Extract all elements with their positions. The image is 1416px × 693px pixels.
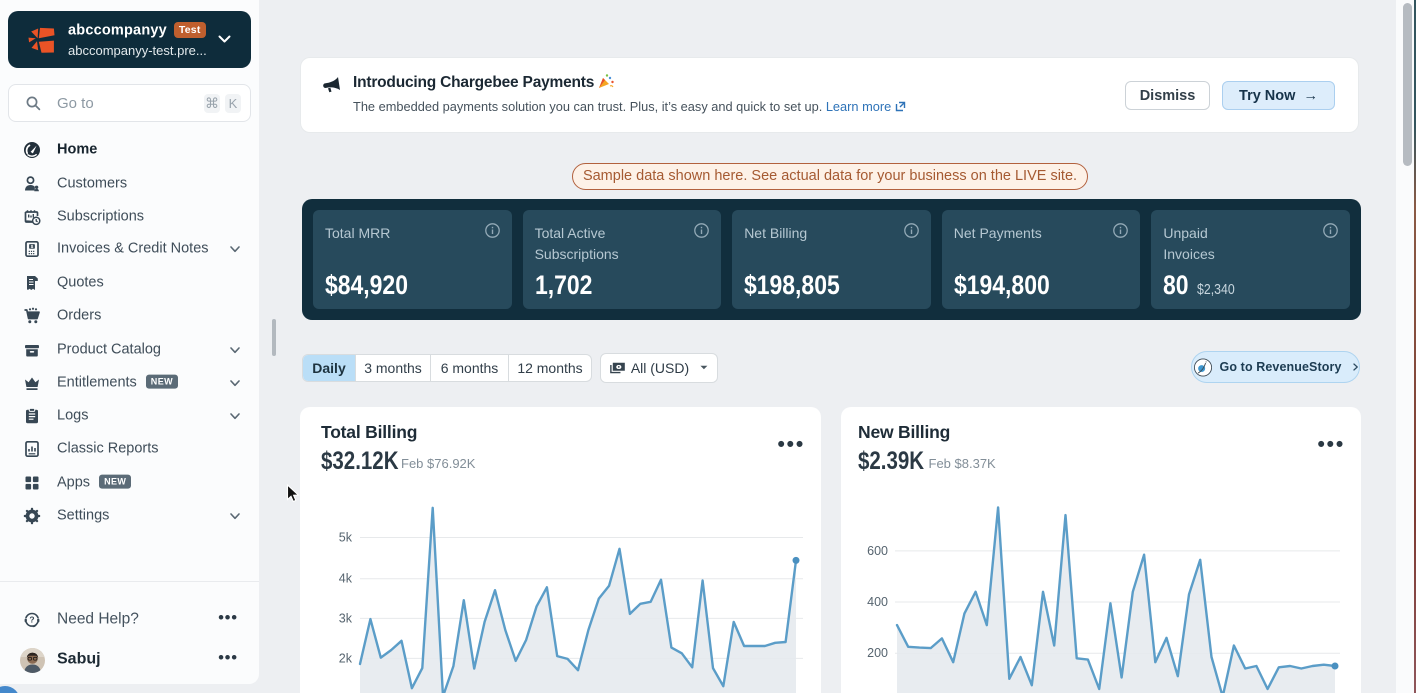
svg-text:$: $ <box>31 244 34 249</box>
svg-text:?: ? <box>29 615 34 625</box>
